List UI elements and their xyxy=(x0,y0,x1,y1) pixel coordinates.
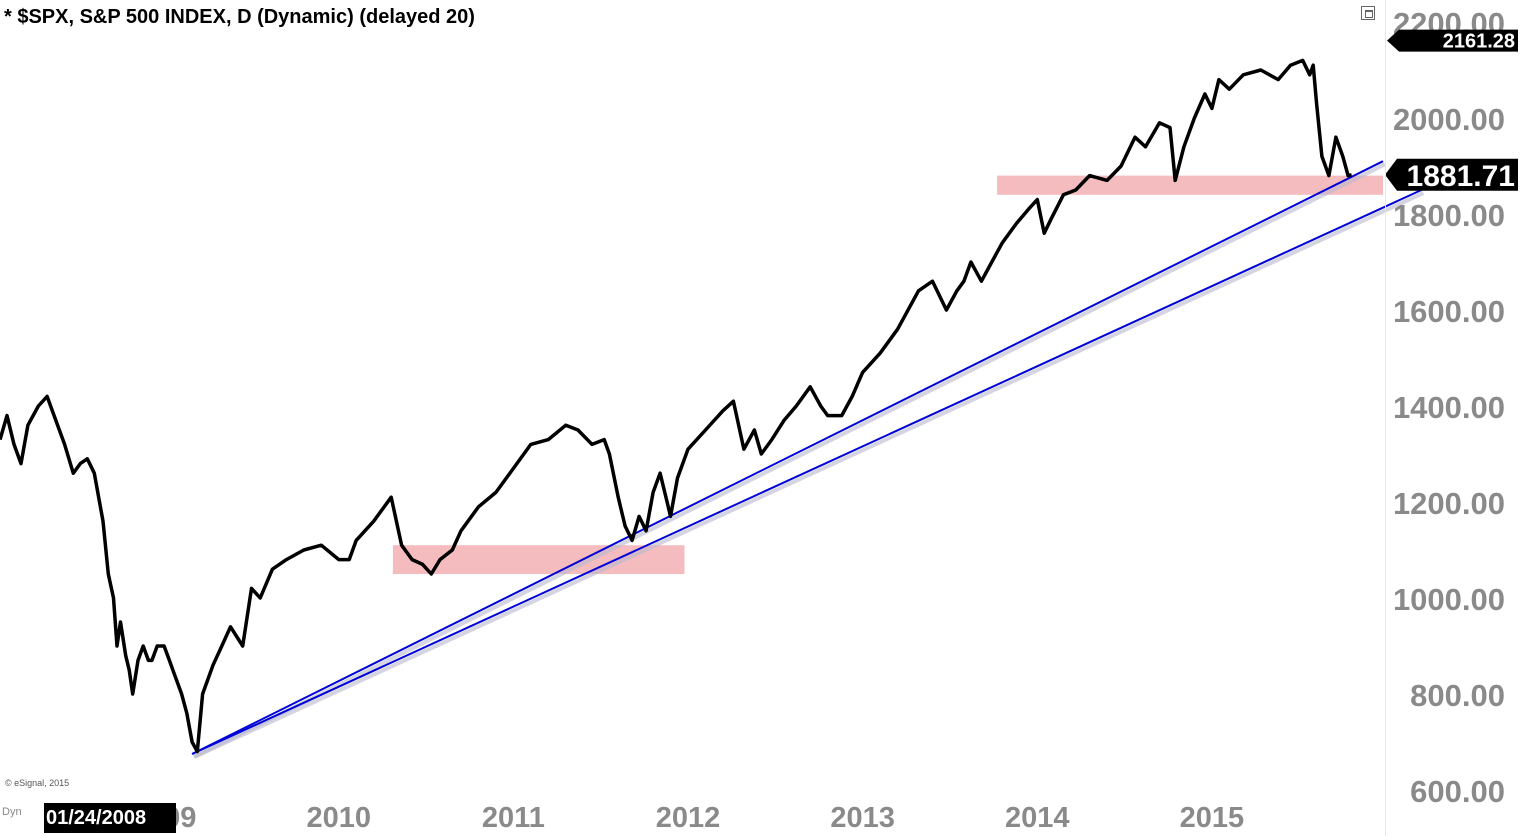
price-line xyxy=(0,58,1352,754)
dyn-label: Dyn xyxy=(2,806,22,818)
support-zone-2 xyxy=(997,175,1383,195)
last-price-tag xyxy=(1385,158,1518,191)
trendline-1 xyxy=(191,160,1384,755)
trendline-shadow-1 xyxy=(193,162,1386,759)
x-tick-label: 2014 xyxy=(1005,802,1070,834)
y-tick-label: 1800.00 xyxy=(1393,198,1505,233)
x-tick-label: 2011 xyxy=(482,802,545,834)
chart-title: * $SPX, S&P 500 INDEX, D (Dynamic) (dela… xyxy=(4,6,475,28)
last-price-label: 1881.71 xyxy=(1407,160,1515,193)
x-tick-label: 2012 xyxy=(656,802,721,834)
x-tick-label: 2013 xyxy=(830,802,895,834)
copyright-label: © eSignal, 2015 xyxy=(5,778,70,788)
y-tick-label: 1600.00 xyxy=(1393,294,1505,329)
y-tick-label: 1400.00 xyxy=(1393,390,1505,425)
support-zone-1 xyxy=(392,545,685,574)
cursor-date-badge: 01/24/2008 xyxy=(44,803,176,833)
y-tick-label: 1000.00 xyxy=(1393,582,1505,617)
y-tick-label: 1200.00 xyxy=(1393,486,1505,521)
maximize-icon[interactable] xyxy=(1361,6,1375,20)
y-tick-label: 800.00 xyxy=(1410,678,1505,713)
high-price-tag xyxy=(1387,29,1518,52)
axis-separator xyxy=(1385,0,1386,836)
x-tick-label: 2015 xyxy=(1180,802,1245,834)
trendline-2 xyxy=(191,189,1422,755)
y-tick-label: 600.00 xyxy=(1410,774,1505,809)
high-price-label: 2161.28 xyxy=(1443,31,1515,53)
trendline-shadow-2 xyxy=(193,191,1425,759)
y-tick-label: 2000.00 xyxy=(1393,102,1505,137)
x-tick-label: 2010 xyxy=(307,802,372,834)
